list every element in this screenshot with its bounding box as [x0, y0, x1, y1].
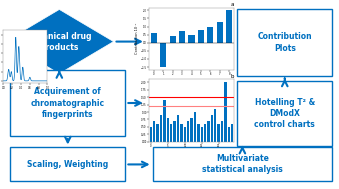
Bar [217, 124, 220, 142]
Bar [163, 100, 165, 142]
FancyBboxPatch shape [10, 70, 125, 136]
FancyBboxPatch shape [237, 81, 332, 146]
Bar [150, 127, 152, 142]
Bar [190, 118, 193, 142]
Text: Botanical drug
products: Botanical drug products [27, 32, 91, 52]
Bar [151, 33, 157, 43]
Bar [231, 124, 233, 142]
Bar [173, 121, 176, 142]
FancyBboxPatch shape [153, 147, 332, 181]
Text: Scaling, Weighting: Scaling, Weighting [27, 160, 108, 169]
Text: Multivariate
statistical analysis: Multivariate statistical analysis [202, 154, 283, 174]
Text: a: a [231, 2, 234, 7]
Bar [214, 109, 216, 142]
Bar [153, 121, 155, 142]
Bar [194, 112, 196, 142]
Text: Acquirement of
chromatographic
fingerprints: Acquirement of chromatographic fingerpri… [31, 87, 105, 119]
Bar [227, 127, 230, 142]
Bar [166, 118, 169, 142]
Bar [188, 35, 195, 43]
Bar [170, 36, 176, 43]
Bar [187, 121, 189, 142]
Bar [177, 115, 179, 142]
Bar [160, 115, 162, 142]
Bar [217, 22, 223, 43]
Bar [221, 121, 223, 142]
Bar [197, 124, 199, 142]
Bar [170, 124, 172, 142]
FancyBboxPatch shape [237, 9, 332, 76]
Bar [179, 31, 185, 43]
Text: b: b [231, 74, 234, 79]
Y-axis label: Contribution 10⁻¹: Contribution 10⁻¹ [135, 23, 139, 54]
Bar [207, 27, 214, 43]
Bar [211, 115, 213, 142]
Bar [204, 124, 206, 142]
Bar [200, 127, 203, 142]
Bar [226, 10, 232, 43]
Text: Hotelling T² &
DModX
control charts: Hotelling T² & DModX control charts [254, 98, 315, 129]
Bar [156, 124, 159, 142]
Bar [180, 124, 182, 142]
FancyBboxPatch shape [10, 147, 125, 181]
Bar [160, 43, 166, 67]
Bar [183, 127, 186, 142]
Text: Contribution
Plots: Contribution Plots [257, 33, 312, 53]
Polygon shape [5, 9, 114, 74]
Bar [224, 82, 226, 142]
Bar [207, 121, 210, 142]
Bar [198, 30, 204, 43]
